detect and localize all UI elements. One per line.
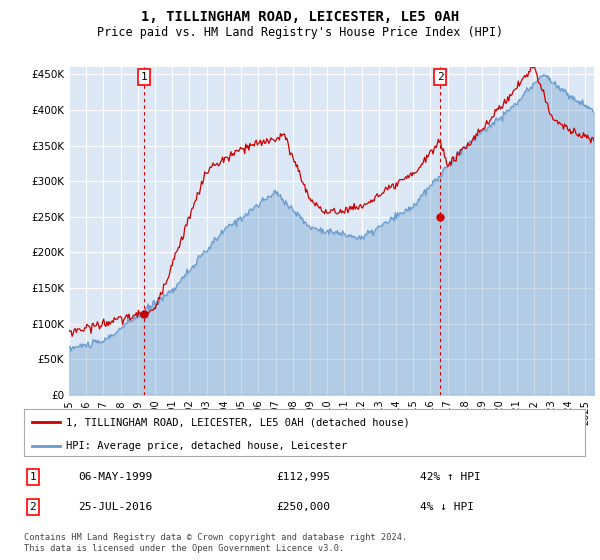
Text: 1, TILLINGHAM ROAD, LEICESTER, LE5 0AH: 1, TILLINGHAM ROAD, LEICESTER, LE5 0AH: [141, 10, 459, 24]
Text: 4% ↓ HPI: 4% ↓ HPI: [420, 502, 474, 512]
Text: 2: 2: [29, 502, 37, 512]
Text: 1: 1: [29, 472, 37, 482]
Text: 1: 1: [140, 72, 147, 82]
Text: 2: 2: [437, 72, 443, 82]
Text: Price paid vs. HM Land Registry's House Price Index (HPI): Price paid vs. HM Land Registry's House …: [97, 26, 503, 39]
Text: HPI: Average price, detached house, Leicester: HPI: Average price, detached house, Leic…: [66, 441, 347, 451]
Text: 06-MAY-1999: 06-MAY-1999: [78, 472, 152, 482]
Text: Contains HM Land Registry data © Crown copyright and database right 2024.
This d: Contains HM Land Registry data © Crown c…: [24, 533, 407, 553]
Text: £250,000: £250,000: [276, 502, 330, 512]
Text: £112,995: £112,995: [276, 472, 330, 482]
Text: 25-JUL-2016: 25-JUL-2016: [78, 502, 152, 512]
Text: 1, TILLINGHAM ROAD, LEICESTER, LE5 0AH (detached house): 1, TILLINGHAM ROAD, LEICESTER, LE5 0AH (…: [66, 417, 410, 427]
Text: 42% ↑ HPI: 42% ↑ HPI: [420, 472, 481, 482]
